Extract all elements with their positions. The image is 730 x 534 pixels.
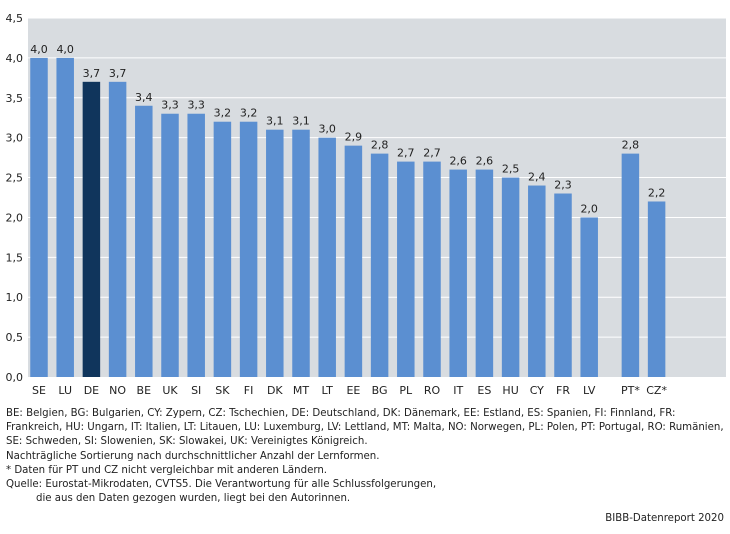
value-label: 3,0 (318, 123, 336, 136)
value-label: 2,2 (648, 186, 666, 199)
y-tick-label: 0,0 (6, 371, 24, 384)
y-tick-label: 4,0 (6, 52, 24, 65)
x-tick-label: NO (109, 384, 126, 397)
value-label: 3,7 (109, 67, 127, 80)
y-axis-ticks: 0,0 0,5 1,0 1,5 2,0 2,5 3,0 3,5 4,0 4,5 (6, 12, 24, 384)
bar (344, 145, 363, 377)
bar (554, 193, 572, 377)
value-label: 2,9 (345, 131, 363, 144)
value-label: 3,4 (135, 91, 153, 104)
y-tick-label: 3,0 (6, 132, 24, 145)
x-tick-label: CY (530, 384, 544, 397)
x-tick-label: IT (453, 384, 463, 397)
x-tick-label: FI (244, 384, 254, 397)
x-tick-label: RO (424, 384, 441, 397)
y-tick-label: 3,5 (6, 92, 24, 105)
bar (161, 113, 179, 377)
value-label: 3,3 (161, 99, 179, 112)
value-label: 2,0 (580, 202, 598, 215)
x-tick-label: HU (502, 384, 518, 397)
bar (580, 217, 598, 377)
bar (108, 81, 127, 378)
value-label: 3,2 (240, 107, 258, 120)
bar (292, 129, 310, 377)
bar (187, 113, 205, 377)
value-label: 2,7 (397, 147, 415, 160)
x-tick-label: BE (137, 384, 152, 397)
value-label: 2,3 (554, 179, 572, 192)
bar (475, 169, 494, 377)
x-tick-label: ES (477, 384, 491, 397)
value-label: 2,5 (502, 163, 520, 176)
y-tick-label: 1,5 (6, 251, 24, 264)
value-label: 2,8 (371, 139, 389, 152)
value-labels: 4,0 4,0 3,7 3,7 3,4 3,3 3,3 3,2 3,2 3,1 3,1 3,0 2,9 2… (30, 43, 665, 216)
chart-notes: BE: Belgien, BG: Bulgarien, CY: Zypern, … (6, 407, 726, 506)
x-tick-label: CZ* (646, 384, 667, 397)
y-tick-label: 0,5 (6, 331, 24, 344)
x-tick-label: SK (215, 384, 230, 397)
value-label: 2,4 (528, 171, 546, 184)
source-note: Quelle: Eurostat-Mikrodaten, CVTS5. Die … (6, 479, 437, 491)
value-label: 3,1 (292, 115, 310, 128)
x-tick-label: LV (583, 384, 596, 397)
value-label: 4,0 (30, 43, 48, 56)
value-label: 3,2 (214, 107, 232, 120)
bar (318, 137, 336, 377)
x-tick-label: PL (399, 384, 413, 397)
bar (239, 121, 258, 377)
x-tick-label: MT (293, 384, 309, 397)
abbreviations-note: BE: Belgien, BG: Bulgarien, CY: Zypern, … (6, 408, 724, 448)
x-tick-label: UK (162, 384, 178, 397)
value-label: 2,7 (423, 147, 441, 160)
bar (621, 153, 640, 377)
y-tick-label: 1,0 (6, 291, 24, 304)
credit-label: BIBB-Datenreport 2020 (605, 513, 724, 524)
source-note-continued: die aus den Daten gezogen wurden, liegt … (36, 493, 351, 505)
bar (266, 129, 284, 377)
bar (213, 121, 232, 377)
footnote: * Daten für PT und CZ nicht vergleichbar… (6, 464, 328, 476)
bar (449, 169, 467, 377)
value-label: 4,0 (56, 43, 74, 56)
x-tick-label: EE (346, 384, 360, 397)
y-tick-label: 2,0 (6, 211, 24, 224)
value-label: 2,6 (476, 155, 494, 168)
value-label: 2,6 (449, 155, 467, 168)
x-tick-label: LT (322, 384, 334, 397)
y-tick-label: 4,5 (6, 12, 24, 25)
sorting-note: Nachträgliche Sortierung nach durchschni… (6, 450, 380, 462)
x-tick-label: FR (556, 384, 570, 397)
value-label: 2,8 (622, 139, 640, 152)
value-label: 3,1 (266, 115, 284, 128)
x-tick-label: SI (191, 384, 201, 397)
value-label: 3,7 (83, 67, 101, 80)
bar (647, 201, 666, 377)
bar (528, 185, 546, 377)
bar (82, 81, 101, 378)
x-tick-label: PT* (621, 384, 640, 397)
x-tick-label: DK (267, 384, 283, 397)
bar (30, 57, 48, 378)
bar (370, 153, 389, 377)
x-tick-label: SE (32, 384, 46, 397)
x-axis-labels: SE LU DE NO BE UK SI SK FI DK MT LT EE BG PL RO IT ES HU CY… (32, 384, 667, 397)
value-label: 3,3 (187, 99, 205, 112)
x-tick-label: DE (84, 384, 99, 397)
bar (135, 105, 153, 377)
bar (501, 177, 520, 377)
x-tick-label: BG (372, 384, 388, 397)
bar-chart: 0,0 0,5 1,0 1,5 2,0 2,5 3,0 3,5 4,0 4,5 4,0 4,0 3,7… (6, 12, 726, 397)
x-tick-label: LU (58, 384, 72, 397)
y-tick-label: 2,5 (6, 172, 24, 185)
bar (423, 161, 441, 377)
bars (30, 57, 666, 378)
bar (56, 57, 74, 378)
bar (397, 161, 415, 377)
